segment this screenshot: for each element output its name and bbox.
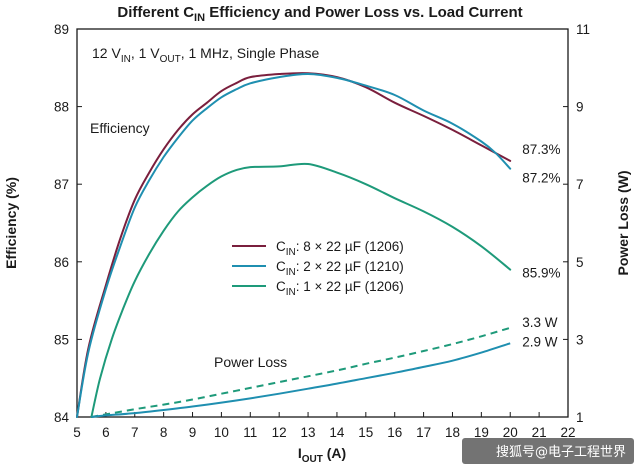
plot-frame — [76, 28, 569, 418]
y-right-tick-label: 9 — [576, 100, 584, 115]
x-tick-label: 15 — [358, 425, 373, 440]
series-group — [76, 72, 512, 418]
x-tick-label: 7 — [131, 425, 139, 440]
y-right-tick-label: 3 — [576, 332, 584, 347]
end-label-cin-8x22: 87.3% — [522, 142, 560, 157]
x-tick-label: 5 — [73, 425, 81, 440]
x-axis-ticks: 5 6 7 8 9 10 11 12 13 14 15 16 17 18 19 20 21 22 — [73, 412, 576, 440]
x-tick-label: 8 — [160, 425, 168, 440]
y-axis-left-label: Efficiency (%) — [3, 177, 19, 269]
end-label-power-loss-solid: 2.9 W — [522, 334, 558, 349]
y-left-tick-label: 89 — [54, 22, 69, 37]
watermark: 搜狐号@电子工程世界 — [462, 438, 634, 464]
legend-item-cin-8x22: CIN: 8 × 22 µF (1206) — [232, 239, 404, 258]
legend-label-cin-2x22: CIN: 2 × 22 µF (1210) — [276, 259, 404, 278]
x-tick-label: 16 — [387, 425, 402, 440]
end-label-cin-2x22: 87.2% — [522, 171, 560, 186]
x-tick-label: 13 — [301, 425, 316, 440]
power-loss-line-solid — [91, 342, 511, 418]
chart-subtitle: 12 VIN, 1 VOUT, 1 MHz, Single Phase — [92, 45, 319, 65]
x-tick-label: 17 — [416, 425, 431, 440]
end-labels: 87.3% 87.2% 85.9% 3.3 W 2.9 W — [522, 142, 560, 349]
x-tick-label: 14 — [329, 425, 345, 440]
y-left-tick-label: 84 — [54, 410, 70, 425]
y-right-tick-label: 11 — [576, 22, 590, 37]
efficiency-line-cin-1x22 — [90, 162, 512, 418]
left-axis-ticks: 84 85 86 87 88 89 — [54, 22, 82, 425]
legend-item-cin-2x22: CIN: 2 × 22 µF (1210) — [232, 259, 404, 278]
end-label-cin-1x22: 85.9% — [522, 266, 560, 281]
right-axis-ticks: 1 3 5 7 9 11 — [563, 22, 590, 425]
x-tick-label: 22 — [560, 425, 575, 440]
efficiency-annotation: Efficiency — [90, 120, 150, 136]
efficiency-line-cin-2x22 — [76, 72, 512, 418]
y-axis-right-label: Power Loss (W) — [615, 170, 631, 275]
efficiency-line-cin-8x22 — [76, 72, 512, 418]
x-tick-label: 21 — [532, 425, 547, 440]
y-right-tick-label: 1 — [576, 410, 584, 425]
x-axis-label: IOUT (A) — [298, 445, 346, 465]
legend: CIN: 8 × 22 µF (1206) CIN: 2 × 22 µF (12… — [232, 239, 404, 298]
x-tick-label: 20 — [503, 425, 518, 440]
power-loss-line-dashed — [91, 326, 511, 418]
x-tick-label: 12 — [272, 425, 287, 440]
y-right-tick-label: 5 — [576, 255, 584, 270]
y-left-tick-label: 85 — [54, 332, 69, 347]
x-tick-label: 11 — [243, 425, 257, 440]
legend-item-cin-1x22: CIN: 1 × 22 µF (1206) — [232, 279, 404, 298]
x-tick-label: 18 — [445, 425, 460, 440]
y-left-tick-label: 88 — [54, 100, 69, 115]
x-tick-label: 19 — [474, 425, 489, 440]
watermark-background — [462, 438, 634, 464]
chart-title: Different CIN Efficiency and Power Loss … — [117, 4, 522, 24]
legend-label-cin-8x22: CIN: 8 × 22 µF (1206) — [276, 239, 404, 258]
y-right-tick-label: 7 — [576, 177, 584, 192]
legend-label-cin-1x22: CIN: 1 × 22 µF (1206) — [276, 279, 404, 298]
x-tick-label: 6 — [102, 425, 110, 440]
x-tick-label: 10 — [214, 425, 229, 440]
power-loss-annotation: Power Loss — [214, 354, 287, 370]
y-left-tick-label: 86 — [54, 255, 69, 270]
end-label-power-loss-dashed: 3.3 W — [522, 315, 558, 330]
x-tick-label: 9 — [189, 425, 197, 440]
y-left-tick-label: 87 — [54, 177, 69, 192]
watermark-text: 搜狐号@电子工程世界 — [496, 445, 626, 460]
